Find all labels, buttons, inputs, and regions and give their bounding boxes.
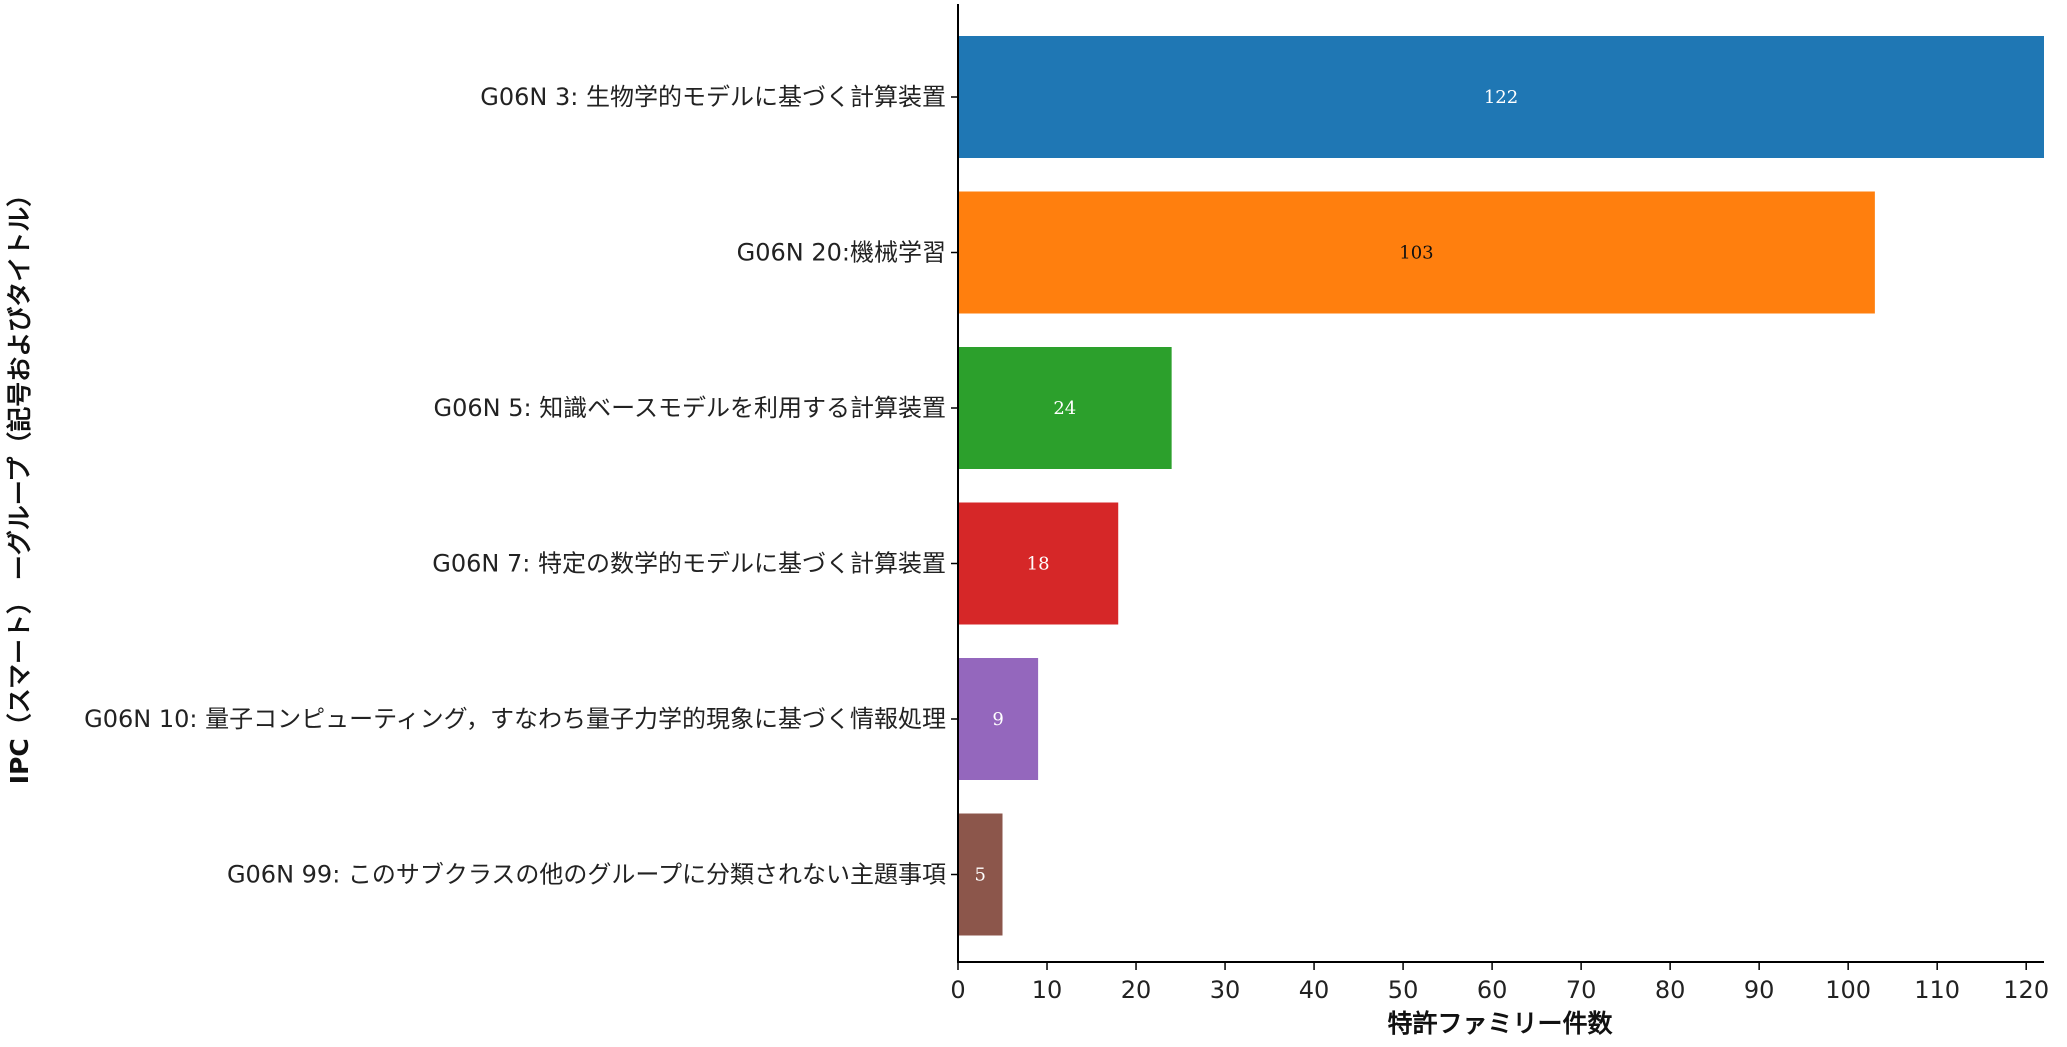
y-tick-label-3: G06N 5: 知識ベースモデルを利用する計算装置: [433, 394, 946, 422]
y-axis-title: IPC（スマート） ーグループ（記号およびタイトル）: [5, 182, 34, 784]
x-tick-label-40: 40: [1299, 976, 1330, 1004]
data-labels-layer: 122 103 24 18 9 5: [975, 87, 1519, 886]
y-tick-label-6: G06N 99: このサブクラスの他のグループに分類されない主題事項: [227, 861, 946, 889]
bar-value-label-6: 5: [975, 865, 986, 886]
x-axis-title: 特許ファミリー件数: [1387, 1009, 1613, 1038]
x-tick-label-0: 0: [950, 976, 965, 1004]
x-tick-label-60: 60: [1477, 976, 1508, 1004]
x-tick-label-110: 110: [1914, 976, 1960, 1004]
y-tick-label-4: G06N 7: 特定の数学的モデルに基づく計算装置: [432, 550, 946, 578]
bar-4: [958, 502, 1119, 625]
x-tick-label-120: 120: [2003, 976, 2049, 1004]
x-ticks: 0 10 20 30 40 50 60 70 80 90 100 110 120: [950, 962, 2049, 1004]
x-tick-label-10: 10: [1032, 976, 1063, 1004]
y-tick-label-5: G06N 10: 量子コンピューティング，すなわち量子力学的現象に基づく情報処理: [84, 705, 946, 733]
bar-3: [958, 347, 1172, 469]
bar-value-label-4: 18: [1027, 554, 1050, 575]
bar-value-label-5: 9: [992, 709, 1003, 730]
bar-2: [958, 191, 1875, 314]
x-tick-label-100: 100: [1825, 976, 1871, 1004]
bar-value-label-3: 24: [1053, 398, 1076, 419]
x-tick-label-30: 30: [1210, 976, 1241, 1004]
bar-1: [958, 36, 2044, 158]
x-tick-label-90: 90: [1744, 976, 1775, 1004]
bars-layer: [958, 36, 2044, 936]
x-tick-label-20: 20: [1121, 976, 1152, 1004]
y-tick-labels: G06N 3: 生物学的モデルに基づく計算装置 G06N 20:機械学習 G06N …: [84, 83, 958, 889]
bar-value-label-1: 122: [1484, 87, 1518, 108]
bar-value-label-2: 103: [1399, 243, 1433, 264]
bar-6: [958, 813, 1003, 936]
y-tick-label-2: G06N 20:機械学習: [737, 239, 946, 267]
x-tick-label-70: 70: [1566, 976, 1597, 1004]
x-tick-label-50: 50: [1388, 976, 1419, 1004]
x-tick-label-80: 80: [1655, 976, 1686, 1004]
y-tick-label-1: G06N 3: 生物学的モデルに基づく計算装置: [480, 83, 946, 111]
bar-5: [958, 658, 1039, 780]
